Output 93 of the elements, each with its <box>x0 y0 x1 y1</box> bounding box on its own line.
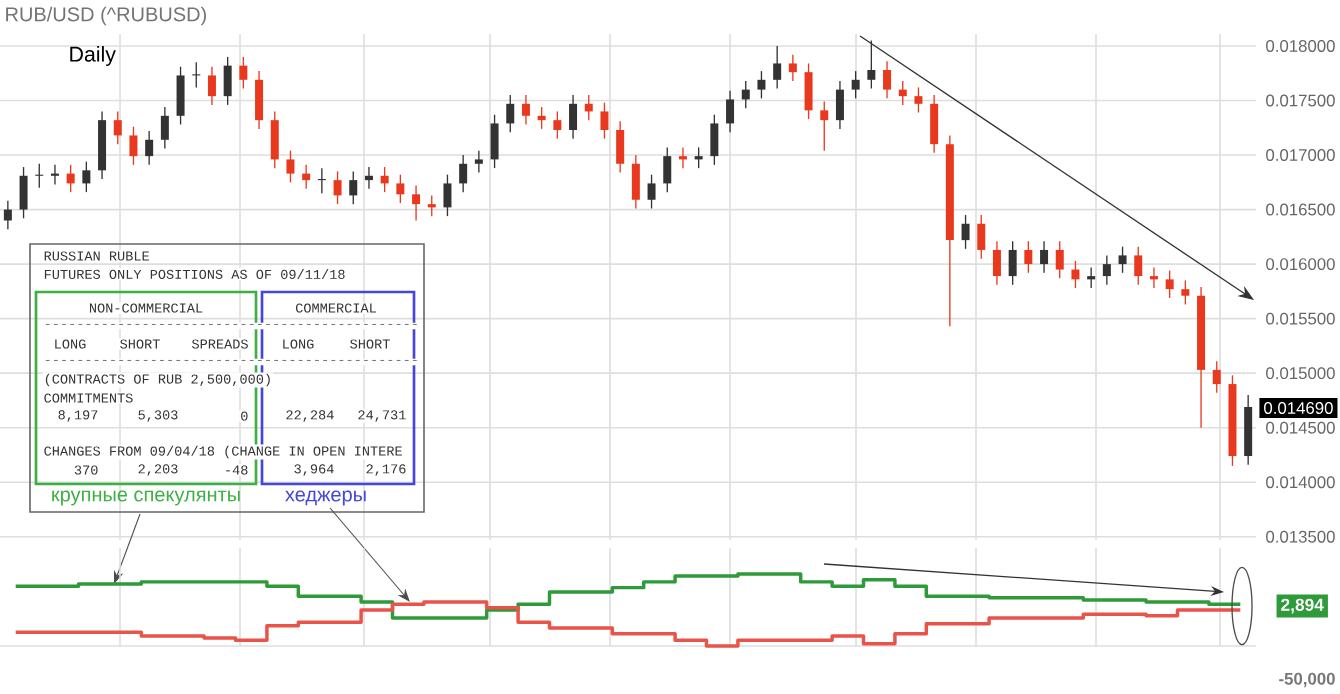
candlestick <box>459 154 468 193</box>
candlestick <box>333 170 342 205</box>
candlestick <box>553 110 562 140</box>
candlestick <box>930 94 939 154</box>
candlestick <box>631 154 640 210</box>
candlestick <box>1212 360 1221 394</box>
annotation: крупные спекулянты <box>52 490 240 506</box>
candlestick <box>741 80 750 109</box>
candlestick <box>694 146 703 169</box>
y-tick-label: 0.014500 <box>1266 421 1335 434</box>
chart-title: RUB/USD (^RUBUSD) <box>6 6 206 26</box>
candlestick <box>223 56 232 106</box>
candlestick <box>113 110 122 145</box>
candlestick <box>490 114 499 169</box>
y-tick-label: 0.015500 <box>1266 312 1335 325</box>
annotation: Daily <box>70 46 116 66</box>
candlestick <box>569 94 578 140</box>
candlestick <box>82 160 91 193</box>
candlestick <box>663 146 672 193</box>
candlestick <box>3 200 12 230</box>
candlestick <box>286 150 295 183</box>
candlestick <box>50 164 59 186</box>
candlestick <box>443 174 452 217</box>
candlestick <box>1040 240 1049 274</box>
candlestick <box>1071 260 1080 289</box>
candlestick <box>1165 269 1174 299</box>
candlestick <box>474 150 483 174</box>
candlestick <box>349 170 358 205</box>
candlestick <box>883 60 892 100</box>
candlestick <box>898 80 907 106</box>
candlestick <box>647 174 656 210</box>
y-tick-label: 0.017000 <box>1266 149 1335 161</box>
candlestick <box>412 184 421 222</box>
candlestick <box>710 114 719 166</box>
candlestick <box>1228 374 1237 467</box>
candlestick <box>427 194 436 217</box>
candlestick <box>1244 394 1253 466</box>
candlestick <box>616 120 625 174</box>
candlestick <box>270 110 279 169</box>
candlestick <box>1024 240 1033 274</box>
candlestick <box>678 146 687 169</box>
candlestick <box>1134 245 1143 286</box>
text: 0.014690 <box>1264 402 1333 414</box>
candlestick <box>726 90 735 133</box>
candlestick <box>1102 254 1111 286</box>
candlestick <box>600 102 609 140</box>
candlestick <box>537 106 546 130</box>
candlestick <box>757 70 766 100</box>
y-tick-label: 0.016500 <box>1266 203 1335 216</box>
candlestick <box>961 214 970 250</box>
candlestick <box>1181 279 1190 306</box>
text: -50,000 <box>1279 672 1335 688</box>
candlestick <box>945 134 954 327</box>
candlestick <box>851 70 860 100</box>
candlestick <box>380 166 389 193</box>
candlestick <box>1008 240 1017 286</box>
y-tick-label: 0.016000 <box>1266 258 1335 271</box>
candlestick <box>788 54 797 82</box>
candlestick <box>145 130 154 166</box>
candlestick <box>1055 240 1064 279</box>
candlestick <box>66 164 75 193</box>
text: 2,894 <box>1281 598 1324 614</box>
y-tick-label: 0.018000 <box>1266 40 1335 52</box>
y-tick-label: 0.015000 <box>1266 367 1335 380</box>
candlestick <box>804 62 813 120</box>
candlestick <box>1197 286 1206 429</box>
candlestick <box>1118 245 1127 274</box>
candlestick <box>977 214 986 260</box>
annotation: хеджеры <box>285 490 366 506</box>
candlestick <box>207 66 216 106</box>
candlestick <box>1087 266 1096 289</box>
candlestick <box>255 70 264 130</box>
candlestick <box>1149 266 1158 289</box>
candlestick <box>176 66 185 126</box>
y-tick-label: 0.013500 <box>1266 530 1335 543</box>
y-tick-label: 0.014000 <box>1266 476 1335 489</box>
candlestick <box>506 94 515 133</box>
candlestick <box>364 166 373 190</box>
candlestick <box>914 86 923 114</box>
candlestick <box>773 45 782 90</box>
candlestick <box>584 94 593 121</box>
candlestick <box>992 240 1001 286</box>
candlestick <box>521 94 530 126</box>
y-tick-label: 0.017500 <box>1266 94 1335 107</box>
candlestick <box>239 56 248 90</box>
candlestick <box>19 166 28 219</box>
candlestick <box>129 126 138 166</box>
candlestick <box>396 174 405 204</box>
candlestick <box>820 100 829 152</box>
candlestick <box>302 164 311 190</box>
candlestick <box>98 110 107 180</box>
candlestick <box>160 106 169 150</box>
candlestick <box>835 80 844 130</box>
